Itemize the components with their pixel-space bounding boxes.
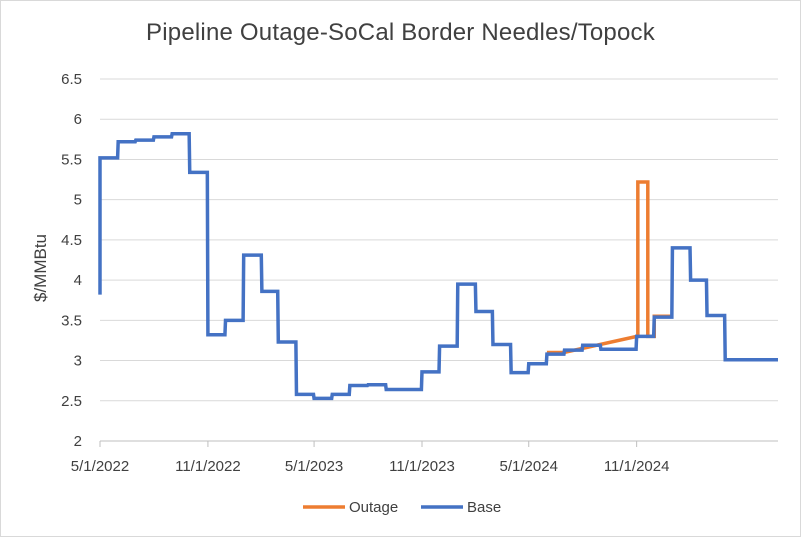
y-tick-label: 2.5: [61, 393, 82, 410]
axes: 2 2.5 3 3.5 4 4.5 5 5.5 6 6.5 5/1/2022 11/1/2022 5/1…: [31, 71, 778, 475]
y-axis-title: $/MMBtu: [31, 234, 50, 302]
chart-title: Pipeline Outage-SoCal Border Needles/Top…: [146, 19, 655, 46]
x-tick-label: 11/1/2024: [604, 458, 670, 475]
y-tick-label: 2: [74, 433, 82, 450]
y-tick-label: 3.5: [61, 312, 82, 329]
legend: Outage Base: [303, 499, 501, 516]
y-tick-label: 5: [74, 192, 82, 209]
x-tick-label: 11/1/2022: [175, 458, 241, 475]
y-tick-label: 4.5: [61, 232, 82, 249]
y-tick-label: 5.5: [61, 151, 82, 168]
y-tick-label: 4: [74, 272, 82, 289]
x-tick-label: 5/1/2022: [71, 458, 129, 475]
y-tick-label: 3: [74, 353, 82, 370]
x-tick-label: 5/1/2023: [285, 458, 343, 475]
series-line-base: [98, 131, 778, 401]
series-lines: [98, 131, 778, 401]
legend-label-outage: Outage: [349, 499, 398, 516]
x-tick-label: 11/1/2023: [389, 458, 455, 475]
x-tick-label: 5/1/2024: [500, 458, 558, 475]
y-tick-label: 6.5: [61, 71, 82, 88]
y-tick-label: 6: [74, 111, 82, 128]
legend-label-base: Base: [467, 499, 501, 516]
